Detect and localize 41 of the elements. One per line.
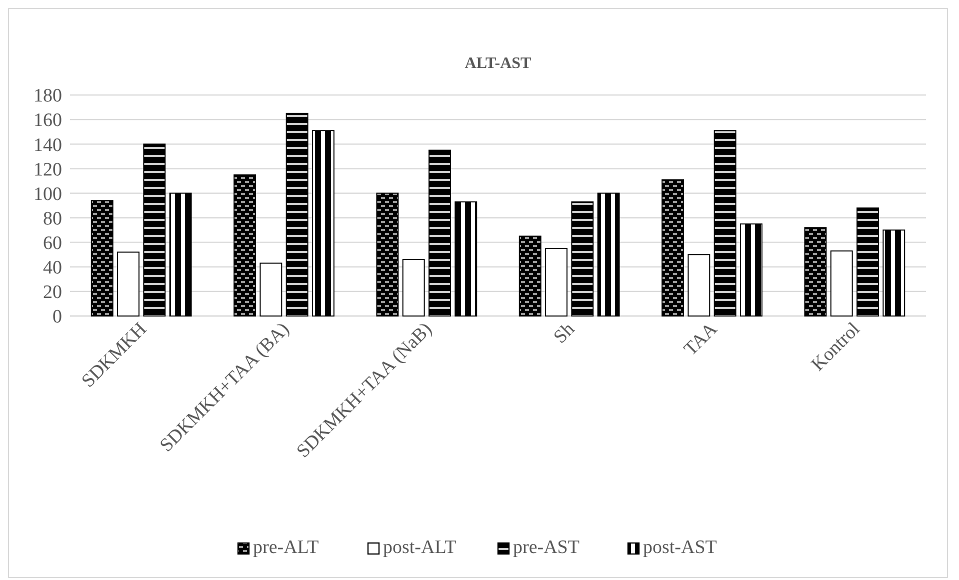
legend-label: pre-ALT: [253, 537, 320, 558]
bar: [402, 259, 425, 316]
y-tick-label: 100: [34, 184, 62, 205]
bar: [90, 200, 114, 316]
bar: [312, 130, 334, 316]
bar: [882, 230, 906, 316]
bar: [688, 254, 710, 316]
legend-label: post-ALT: [383, 537, 457, 558]
chart-title: ALT-AST: [464, 55, 532, 72]
bar: [286, 112, 308, 316]
y-tick-label: 180: [34, 86, 62, 107]
bar: [376, 192, 399, 316]
bar: [454, 201, 478, 316]
y-tick-label: 20: [43, 282, 62, 304]
bar: [234, 174, 256, 316]
bar: [169, 192, 192, 316]
bar: [830, 250, 853, 316]
y-tick-label: 80: [43, 208, 62, 230]
bar: [117, 252, 140, 316]
bar: [260, 262, 282, 316]
bar: [714, 130, 736, 316]
legend-label: pre-AST: [513, 537, 580, 558]
y-tick-label: 140: [34, 134, 62, 156]
bar: [856, 207, 879, 316]
x-tick-label: TAA: [680, 318, 722, 360]
y-tick-label: 120: [34, 159, 62, 180]
y-tick-label: 40: [43, 258, 62, 279]
y-tick-label: 160: [34, 110, 62, 132]
y-tick-label: 60: [43, 232, 62, 254]
bar: [143, 144, 166, 316]
y-tick-label: 0: [52, 306, 62, 328]
bar: [545, 248, 568, 316]
bar: [662, 179, 684, 316]
bar: [597, 192, 620, 316]
bar: [804, 227, 827, 316]
bar: [428, 150, 451, 316]
x-tick-label: Sh: [550, 318, 580, 348]
bar: [571, 201, 594, 316]
bar: [740, 223, 762, 316]
bar: [518, 236, 542, 316]
legend-label: post-AST: [643, 537, 718, 558]
